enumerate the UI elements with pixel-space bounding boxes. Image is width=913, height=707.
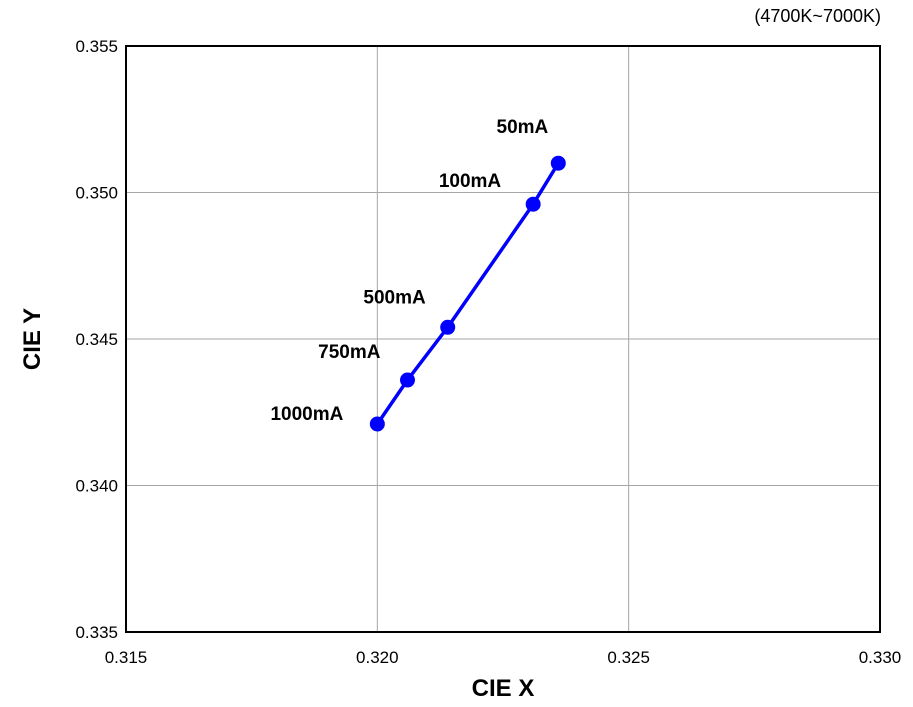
data-point — [369, 416, 385, 432]
plot-frame — [125, 45, 881, 633]
y-tick-label: 0.335 — [75, 623, 118, 642]
y-tick-label: 0.340 — [75, 477, 118, 496]
data-point — [525, 196, 541, 212]
data-point — [440, 319, 456, 335]
x-tick-labels: 0.315 0.320 0.325 0.330 — [105, 648, 902, 667]
x-tick-label: 0.330 — [859, 648, 902, 667]
point-label: 500mA — [363, 287, 426, 308]
chart-subtitle: (4700K~7000K) — [754, 6, 881, 26]
point-label: 750mA — [318, 342, 381, 363]
point-label: 1000mA — [270, 404, 343, 425]
data-point — [550, 155, 566, 171]
y-axis-title: CIE Y — [19, 308, 46, 370]
y-tick-label: 0.345 — [75, 330, 118, 349]
point-labels: 50mA 100mA 500mA 750mA 1000mA — [270, 117, 548, 425]
point-label: 50mA — [497, 117, 549, 138]
x-tick-label: 0.315 — [105, 648, 148, 667]
series-layer — [369, 155, 566, 432]
y-tick-label: 0.350 — [75, 184, 118, 203]
point-label: 100mA — [439, 171, 502, 192]
x-tick-label: 0.320 — [356, 648, 399, 667]
y-tick-labels: 0.335 0.340 0.345 0.350 0.355 — [75, 37, 118, 642]
x-tick-label: 0.325 — [607, 648, 650, 667]
x-axis-title: CIE X — [472, 675, 535, 702]
y-tick-label: 0.355 — [75, 37, 118, 56]
data-point — [399, 372, 415, 388]
